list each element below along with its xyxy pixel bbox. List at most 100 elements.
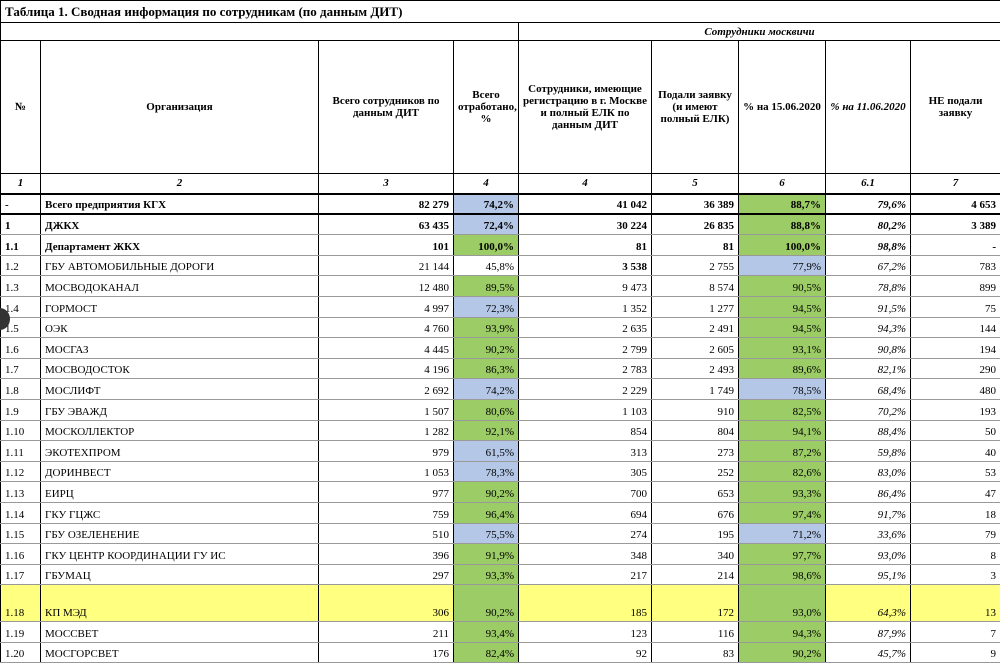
- value-cell: 123: [518, 621, 652, 643]
- data-row: 1.14 ГКУ ГЦЖС 759 96,4% 694 676 97,4% 91,7% 18: [0, 501, 1000, 524]
- value-cell: 88,8%: [738, 213, 826, 236]
- value-cell: 74,2%: [453, 378, 519, 400]
- header-cell: % на 11.06.2020: [825, 40, 911, 174]
- value-cell: 9: [910, 641, 1000, 663]
- value-cell: 33,6%: [825, 522, 911, 545]
- row-number: 1.8: [0, 378, 41, 400]
- row-number: 1.16: [0, 543, 41, 565]
- value-cell: 3: [910, 563, 1000, 586]
- organization-cell: МОСГОРСВЕТ: [40, 641, 319, 663]
- value-cell: 45,7%: [825, 641, 911, 663]
- value-cell: 61,5%: [453, 440, 519, 462]
- data-row: 1.13 ЕИРЦ 977 90,2% 700 653 93,3% 86,4% 47: [0, 481, 1000, 503]
- organization-cell: МОСВОДОСТОК: [40, 357, 319, 380]
- value-cell: 97,7%: [738, 543, 826, 565]
- title-row: Таблица 1. Сводная информация по сотрудн…: [0, 0, 1000, 23]
- header-cell: Всего отработано, %: [453, 40, 519, 174]
- value-cell: 94,3%: [825, 316, 911, 339]
- value-cell: 79,6%: [825, 193, 911, 215]
- organization-cell: МОСГАЗ: [40, 337, 319, 359]
- value-cell: 2 635: [518, 316, 652, 339]
- header-cell: Подали заявку (и имеют полный ЕЛК): [651, 40, 739, 174]
- organization-cell: ДЖКХ: [40, 213, 319, 236]
- value-cell: 67,2%: [825, 254, 911, 277]
- row-number: 1.7: [0, 357, 41, 380]
- value-cell: 77,9%: [738, 254, 826, 277]
- value-cell: 348: [518, 543, 652, 565]
- value-cell: 94,1%: [738, 419, 826, 442]
- value-cell: 4 196: [318, 357, 454, 380]
- row-number: 1.17: [0, 563, 41, 586]
- column-number: 7: [910, 173, 1000, 194]
- value-cell: 176: [318, 641, 454, 663]
- value-cell: 1 053: [318, 460, 454, 483]
- column-number: 5: [651, 173, 739, 194]
- value-cell: 313: [518, 440, 652, 462]
- data-row: 1.12 ДОРИНВЕСТ 1 053 78,3% 305 252 82,6% 83,0% 5…: [0, 460, 1000, 483]
- value-cell: 185: [518, 584, 652, 623]
- value-cell: 396: [318, 543, 454, 565]
- value-cell: 45,8%: [453, 254, 519, 277]
- value-cell: 510: [318, 522, 454, 545]
- value-cell: 2 493: [651, 357, 739, 380]
- column-number: 1: [0, 173, 41, 194]
- header-cell: №: [0, 40, 41, 174]
- value-cell: 116: [651, 621, 739, 643]
- value-cell: 172: [651, 584, 739, 623]
- data-row: 1.17 ГБУМАЦ 297 93,3% 217 214 98,6% 95,1% 3: [0, 563, 1000, 586]
- header-cell: % на 15.06.2020: [738, 40, 826, 174]
- value-cell: 82 279: [318, 193, 454, 215]
- column-number: 6.1: [825, 173, 911, 194]
- data-row: 1.15 ГБУ ОЗЕЛЕНЕНИЕ 510 75,5% 274 195 71,2% 33,…: [0, 522, 1000, 545]
- row-number: 1.10: [0, 419, 41, 442]
- value-cell: 71,2%: [738, 522, 826, 545]
- row-number: 1: [0, 213, 41, 236]
- value-cell: 252: [651, 460, 739, 483]
- value-cell: 9 473: [518, 275, 652, 297]
- value-cell: 2 755: [651, 254, 739, 277]
- value-cell: 211: [318, 621, 454, 643]
- organization-cell: ГОРМОСТ: [40, 295, 319, 318]
- organization-cell: ЭКОТЕХПРОМ: [40, 440, 319, 462]
- value-cell: 90,5%: [738, 275, 826, 297]
- value-cell: 82,6%: [738, 460, 826, 483]
- row-number: 1.9: [0, 398, 41, 421]
- column-number: 4: [518, 173, 652, 194]
- data-row: 1.3 МОСВОДОКАНАЛ 12 480 89,5% 9 473 8 574 90,5…: [0, 275, 1000, 297]
- value-cell: 94,5%: [738, 295, 826, 318]
- value-cell: 759: [318, 501, 454, 524]
- value-cell: 12 480: [318, 275, 454, 297]
- value-cell: 676: [651, 501, 739, 524]
- value-cell: 36 389: [651, 193, 739, 215]
- value-cell: 783: [910, 254, 1000, 277]
- value-cell: 92,1%: [453, 419, 519, 442]
- value-cell: 41 042: [518, 193, 652, 215]
- value-cell: 7: [910, 621, 1000, 643]
- value-cell: 274: [518, 522, 652, 545]
- data-row: 1.11 ЭКОТЕХПРОМ 979 61,5% 313 273 87,2% 59,8% 40: [0, 440, 1000, 462]
- organization-cell: Департамент ЖКХ: [40, 234, 319, 256]
- value-cell: 98,6%: [738, 563, 826, 586]
- value-cell: 899: [910, 275, 1000, 297]
- value-cell: 78,5%: [738, 378, 826, 400]
- value-cell: 306: [318, 584, 454, 623]
- column-number-row: 1 2 3 4 4 5 6 6.1 7: [0, 173, 1000, 194]
- value-cell: 2 692: [318, 378, 454, 400]
- value-cell: 78,8%: [825, 275, 911, 297]
- value-cell: 96,4%: [453, 501, 519, 524]
- value-cell: 47: [910, 481, 1000, 503]
- value-cell: 18: [910, 501, 1000, 524]
- value-cell: 804: [651, 419, 739, 442]
- value-cell: 93,0%: [738, 584, 826, 623]
- value-cell: 90,2%: [738, 641, 826, 663]
- value-cell: 82,4%: [453, 641, 519, 663]
- value-cell: 82,1%: [825, 357, 911, 380]
- value-cell: 305: [518, 460, 652, 483]
- value-cell: 86,4%: [825, 481, 911, 503]
- data-row: 1.16 ГКУ ЦЕНТР КООРДИНАЦИИ ГУ ИС 396 91,9% 3…: [0, 543, 1000, 565]
- empty-cell: [0, 22, 519, 41]
- data-row: 1.9 ГБУ ЭВАЖД 1 507 80,6% 1 103 910 82,5% 70,2%…: [0, 398, 1000, 421]
- value-cell: 80,2%: [825, 213, 911, 236]
- column-number: 2: [40, 173, 319, 194]
